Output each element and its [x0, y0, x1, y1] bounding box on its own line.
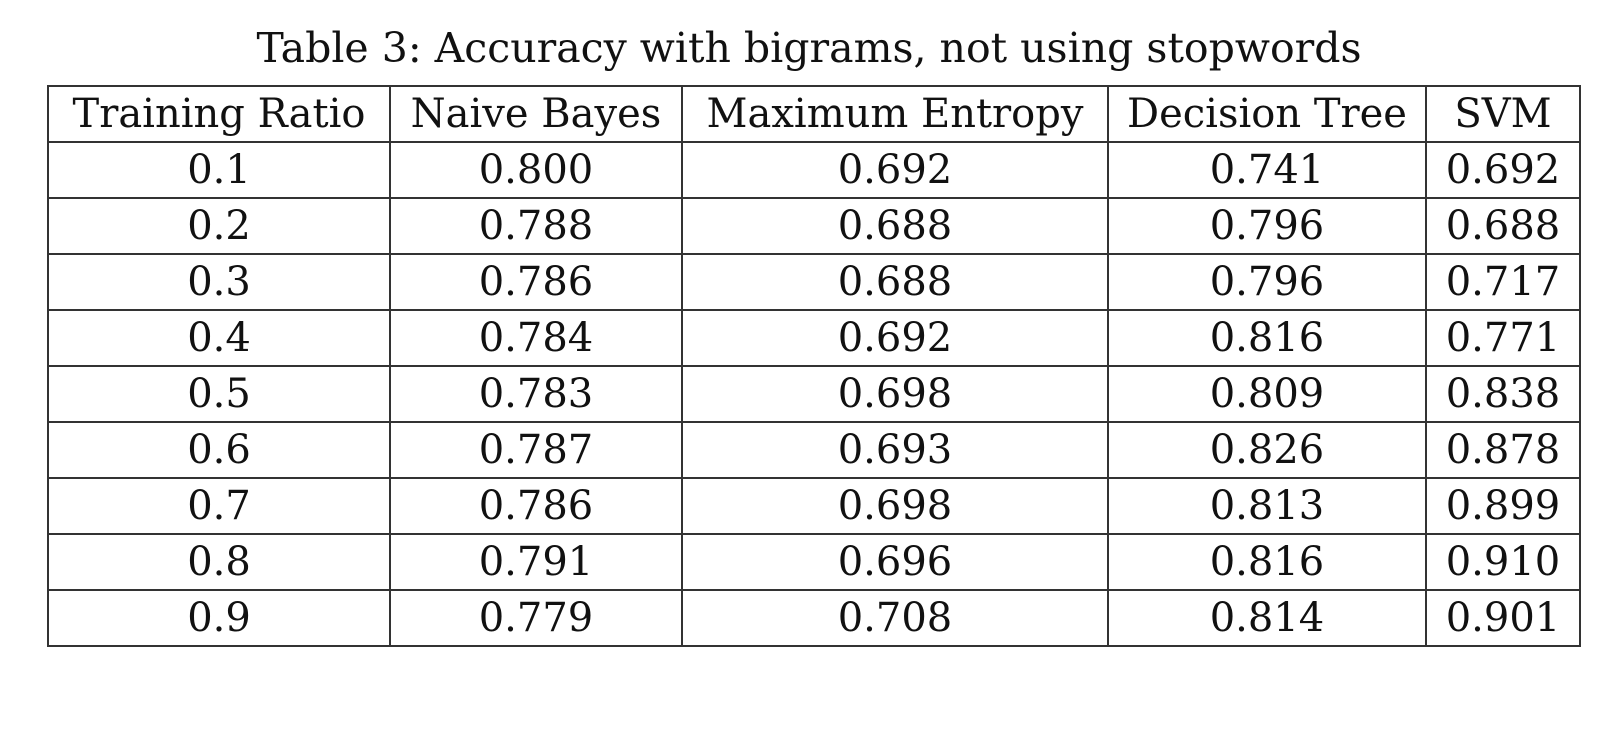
cell-naive-bayes: 0.784 [389, 309, 683, 367]
cell-maximum-entropy: 0.688 [681, 197, 1109, 255]
cell-decision-tree: 0.796 [1107, 197, 1427, 255]
cell-naive-bayes: 0.779 [389, 589, 683, 647]
cell-svm: 0.717 [1425, 253, 1581, 311]
cell-decision-tree: 0.813 [1107, 477, 1427, 535]
cell-decision-tree: 0.816 [1107, 533, 1427, 591]
cell-training-ratio: 0.6 [47, 421, 391, 479]
cell-decision-tree: 0.796 [1107, 253, 1427, 311]
cell-maximum-entropy: 0.696 [681, 533, 1109, 591]
cell-maximum-entropy: 0.692 [681, 141, 1109, 199]
cell-naive-bayes: 0.783 [389, 365, 683, 423]
cell-naive-bayes: 0.786 [389, 477, 683, 535]
cell-decision-tree: 0.809 [1107, 365, 1427, 423]
cell-svm: 0.910 [1425, 533, 1581, 591]
cell-training-ratio: 0.3 [47, 253, 391, 311]
cell-svm: 0.878 [1425, 421, 1581, 479]
table-row: 0.6 0.787 0.693 0.826 0.878 [47, 421, 1581, 479]
table-row: 0.3 0.786 0.688 0.796 0.717 [47, 253, 1581, 311]
table-row: 0.1 0.800 0.692 0.741 0.692 [47, 141, 1581, 199]
cell-training-ratio: 0.8 [47, 533, 391, 591]
table-header-row: Training Ratio Naive Bayes Maximum Entro… [47, 85, 1581, 143]
cell-naive-bayes: 0.791 [389, 533, 683, 591]
header-decision-tree: Decision Tree [1107, 85, 1427, 143]
cell-training-ratio: 0.7 [47, 477, 391, 535]
cell-maximum-entropy: 0.688 [681, 253, 1109, 311]
table-caption: Table 3: Accuracy with bigrams, not usin… [256, 24, 1362, 72]
cell-maximum-entropy: 0.693 [681, 421, 1109, 479]
cell-svm: 0.688 [1425, 197, 1581, 255]
cell-maximum-entropy: 0.698 [681, 477, 1109, 535]
cell-maximum-entropy: 0.692 [681, 309, 1109, 367]
cell-naive-bayes: 0.786 [389, 253, 683, 311]
cell-training-ratio: 0.4 [47, 309, 391, 367]
cell-decision-tree: 0.826 [1107, 421, 1427, 479]
cell-svm: 0.899 [1425, 477, 1581, 535]
cell-training-ratio: 0.2 [47, 197, 391, 255]
cell-naive-bayes: 0.787 [389, 421, 683, 479]
cell-training-ratio: 0.5 [47, 365, 391, 423]
header-training-ratio: Training Ratio [47, 85, 391, 143]
cell-svm: 0.692 [1425, 141, 1581, 199]
table-row: 0.9 0.779 0.708 0.814 0.901 [47, 589, 1581, 647]
cell-decision-tree: 0.741 [1107, 141, 1427, 199]
accuracy-table: Training Ratio Naive Bayes Maximum Entro… [47, 85, 1581, 647]
header-naive-bayes: Naive Bayes [389, 85, 683, 143]
cell-maximum-entropy: 0.708 [681, 589, 1109, 647]
cell-maximum-entropy: 0.698 [681, 365, 1109, 423]
cell-training-ratio: 0.1 [47, 141, 391, 199]
cell-decision-tree: 0.816 [1107, 309, 1427, 367]
header-maximum-entropy: Maximum Entropy [681, 85, 1109, 143]
cell-svm: 0.771 [1425, 309, 1581, 367]
table-row: 0.2 0.788 0.688 0.796 0.688 [47, 197, 1581, 255]
cell-decision-tree: 0.814 [1107, 589, 1427, 647]
cell-training-ratio: 0.9 [47, 589, 391, 647]
cell-naive-bayes: 0.800 [389, 141, 683, 199]
table-row: 0.4 0.784 0.692 0.816 0.771 [47, 309, 1581, 367]
table-row: 0.5 0.783 0.698 0.809 0.838 [47, 365, 1581, 423]
table-row: 0.8 0.791 0.696 0.816 0.910 [47, 533, 1581, 591]
cell-svm: 0.838 [1425, 365, 1581, 423]
cell-naive-bayes: 0.788 [389, 197, 683, 255]
header-svm: SVM [1425, 85, 1581, 143]
cell-svm: 0.901 [1425, 589, 1581, 647]
table-row: 0.7 0.786 0.698 0.813 0.899 [47, 477, 1581, 535]
